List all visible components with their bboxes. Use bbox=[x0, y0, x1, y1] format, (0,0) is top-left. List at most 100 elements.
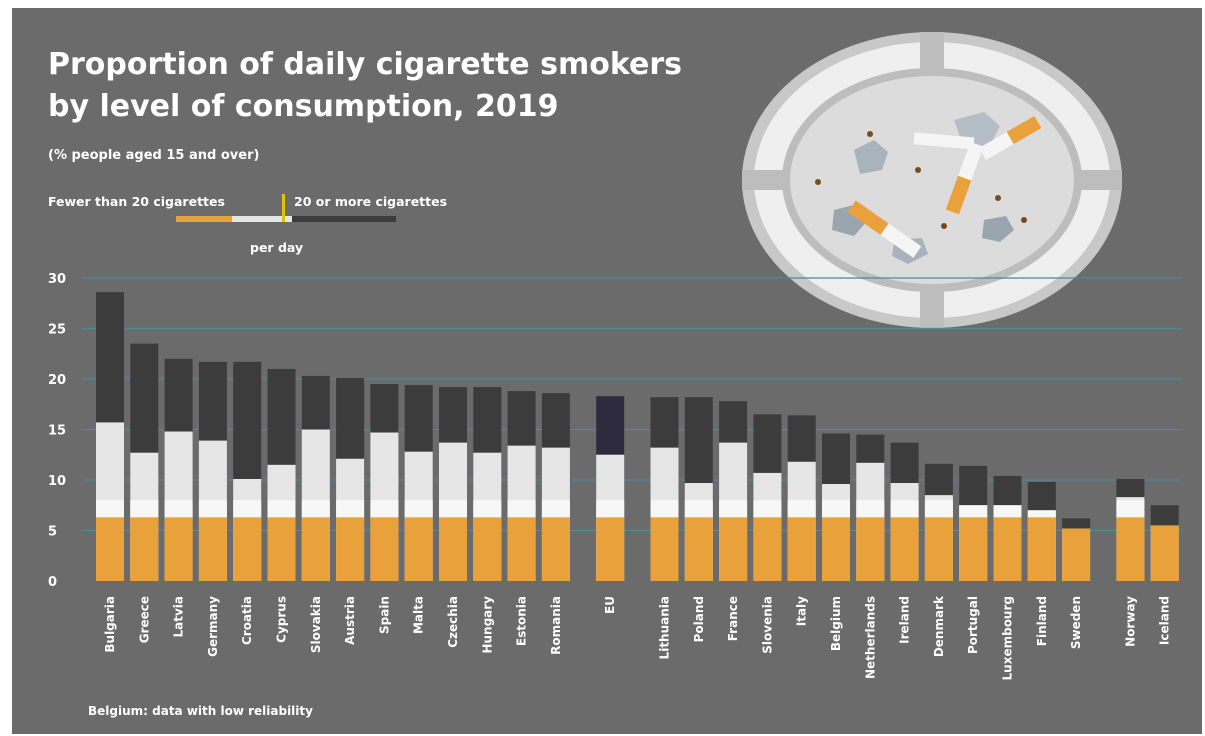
x-tick-label: Bulgaria bbox=[103, 596, 117, 653]
bar-20-or-more bbox=[1027, 482, 1056, 511]
footnote: Belgium: data with low reliability bbox=[88, 704, 313, 718]
bar-20-or-more bbox=[233, 361, 262, 479]
bar-filter bbox=[890, 517, 919, 581]
y-tick-label: 10 bbox=[48, 474, 66, 489]
x-tick-label: Norway bbox=[1123, 596, 1137, 647]
x-tick-label: Croatia bbox=[240, 596, 254, 645]
bar-20-or-more bbox=[267, 368, 296, 465]
bar-filter bbox=[439, 517, 467, 581]
bar-filter bbox=[719, 517, 748, 581]
bar-paper-band bbox=[96, 500, 124, 518]
legend-paper-swatch bbox=[232, 216, 292, 222]
x-tick-label: Finland bbox=[1035, 596, 1049, 646]
bar-20-or-more bbox=[959, 465, 988, 506]
ash-patch bbox=[854, 140, 888, 174]
bar-paper-band bbox=[993, 505, 1022, 518]
bar-paper-band bbox=[130, 500, 159, 518]
bar-filter bbox=[301, 517, 330, 581]
bar-20-or-more bbox=[719, 401, 748, 443]
x-tick-label: Sweden bbox=[1069, 596, 1083, 649]
x-tick-label: EU bbox=[603, 596, 617, 614]
bar-20-or-more bbox=[856, 434, 885, 463]
bar-20-or-more bbox=[684, 397, 713, 484]
bar-20-or-more bbox=[650, 397, 679, 448]
bar-20-or-more bbox=[370, 384, 399, 433]
bar-paper-band bbox=[650, 500, 679, 518]
bar-paper-band bbox=[370, 500, 399, 518]
bar-filter bbox=[473, 517, 502, 581]
bar-filter bbox=[822, 517, 850, 581]
title-line-1: Proportion of daily cigarette smokers bbox=[48, 47, 682, 82]
bar-filter bbox=[198, 517, 227, 581]
bar-filter bbox=[924, 517, 953, 581]
y-tick-label: 5 bbox=[48, 525, 57, 540]
bar-paper-band bbox=[856, 500, 885, 518]
bar-filter bbox=[336, 517, 365, 581]
bar-20-or-more bbox=[439, 387, 467, 443]
x-tick-label: Germany bbox=[206, 596, 220, 657]
title-line-2: by level of consumption, 2019 bbox=[48, 89, 559, 124]
ashtray-notch-left bbox=[742, 170, 790, 190]
bar-20-or-more bbox=[787, 415, 816, 462]
legend-more-label: 20 or more cigarettes bbox=[294, 194, 448, 209]
bar-filter bbox=[1150, 525, 1179, 581]
bar-filter bbox=[370, 517, 399, 581]
bar-20-or-more bbox=[1150, 505, 1179, 526]
bar-filter bbox=[856, 517, 885, 581]
bar-filter bbox=[507, 517, 536, 581]
bar-paper-band bbox=[719, 500, 748, 518]
bar-20-or-more bbox=[507, 391, 536, 446]
bar-filter bbox=[1116, 517, 1145, 581]
bar-filter bbox=[164, 517, 193, 581]
bar-20-or-more bbox=[993, 475, 1022, 506]
x-tick-label: Denmark bbox=[932, 595, 946, 657]
ash-patch bbox=[982, 216, 1014, 242]
x-tick-label: France bbox=[726, 596, 740, 641]
bar-20-or-more bbox=[541, 393, 570, 448]
legend-divider-marker bbox=[282, 194, 285, 222]
x-tick-label: Romania bbox=[549, 596, 563, 655]
legend-cigarette-key bbox=[176, 194, 396, 222]
cigarette-butt bbox=[978, 115, 1042, 161]
y-tick-label: 20 bbox=[48, 373, 66, 388]
bar-filter bbox=[130, 517, 159, 581]
y-tick-label: 15 bbox=[48, 424, 66, 439]
bar-filter bbox=[684, 517, 713, 581]
bar-filter bbox=[96, 517, 124, 581]
bar-20-or-more bbox=[198, 361, 227, 441]
x-tick-label: Iceland bbox=[1158, 596, 1172, 645]
x-tick-label: Latvia bbox=[172, 596, 186, 638]
bar-20-or-more bbox=[890, 442, 919, 484]
bar-20-or-more bbox=[1062, 518, 1091, 529]
bar-paper-band bbox=[890, 500, 919, 518]
legend-dark-swatch bbox=[292, 216, 396, 222]
bar-filter bbox=[959, 517, 988, 581]
legend-per-day-label: per day bbox=[250, 240, 304, 255]
bar-20-or-more bbox=[822, 433, 850, 485]
x-tick-label: Spain bbox=[377, 596, 391, 634]
x-tick-label: Luxembourg bbox=[1001, 596, 1015, 680]
bar-paper-band bbox=[164, 500, 193, 518]
ash-speck bbox=[941, 223, 947, 229]
bar-paper-band bbox=[507, 500, 536, 518]
x-tick-label: Lithuania bbox=[658, 596, 672, 659]
bar-paper-band bbox=[924, 500, 953, 518]
bar-paper-band bbox=[301, 500, 330, 518]
bar-20-or-more bbox=[473, 387, 502, 453]
bar-paper-band bbox=[684, 500, 713, 518]
bar-paper-band bbox=[404, 500, 433, 518]
ash-speck bbox=[815, 179, 821, 185]
y-tick-label: 0 bbox=[48, 575, 57, 590]
bar-filter bbox=[753, 517, 782, 581]
bar-paper-band bbox=[439, 500, 467, 518]
bar-20-or-more bbox=[164, 358, 193, 432]
bar-20-or-more bbox=[336, 377, 365, 459]
bar-paper-band bbox=[787, 500, 816, 518]
cigarette-butt bbox=[913, 132, 975, 150]
bar-20-or-more bbox=[1116, 478, 1145, 498]
chart-subtitle: (% people aged 15 and over) bbox=[48, 148, 260, 163]
ash-speck bbox=[867, 131, 873, 137]
bar-filter bbox=[1027, 517, 1056, 581]
x-tick-label: Italy bbox=[795, 596, 809, 626]
bar-paper-band bbox=[822, 500, 850, 518]
